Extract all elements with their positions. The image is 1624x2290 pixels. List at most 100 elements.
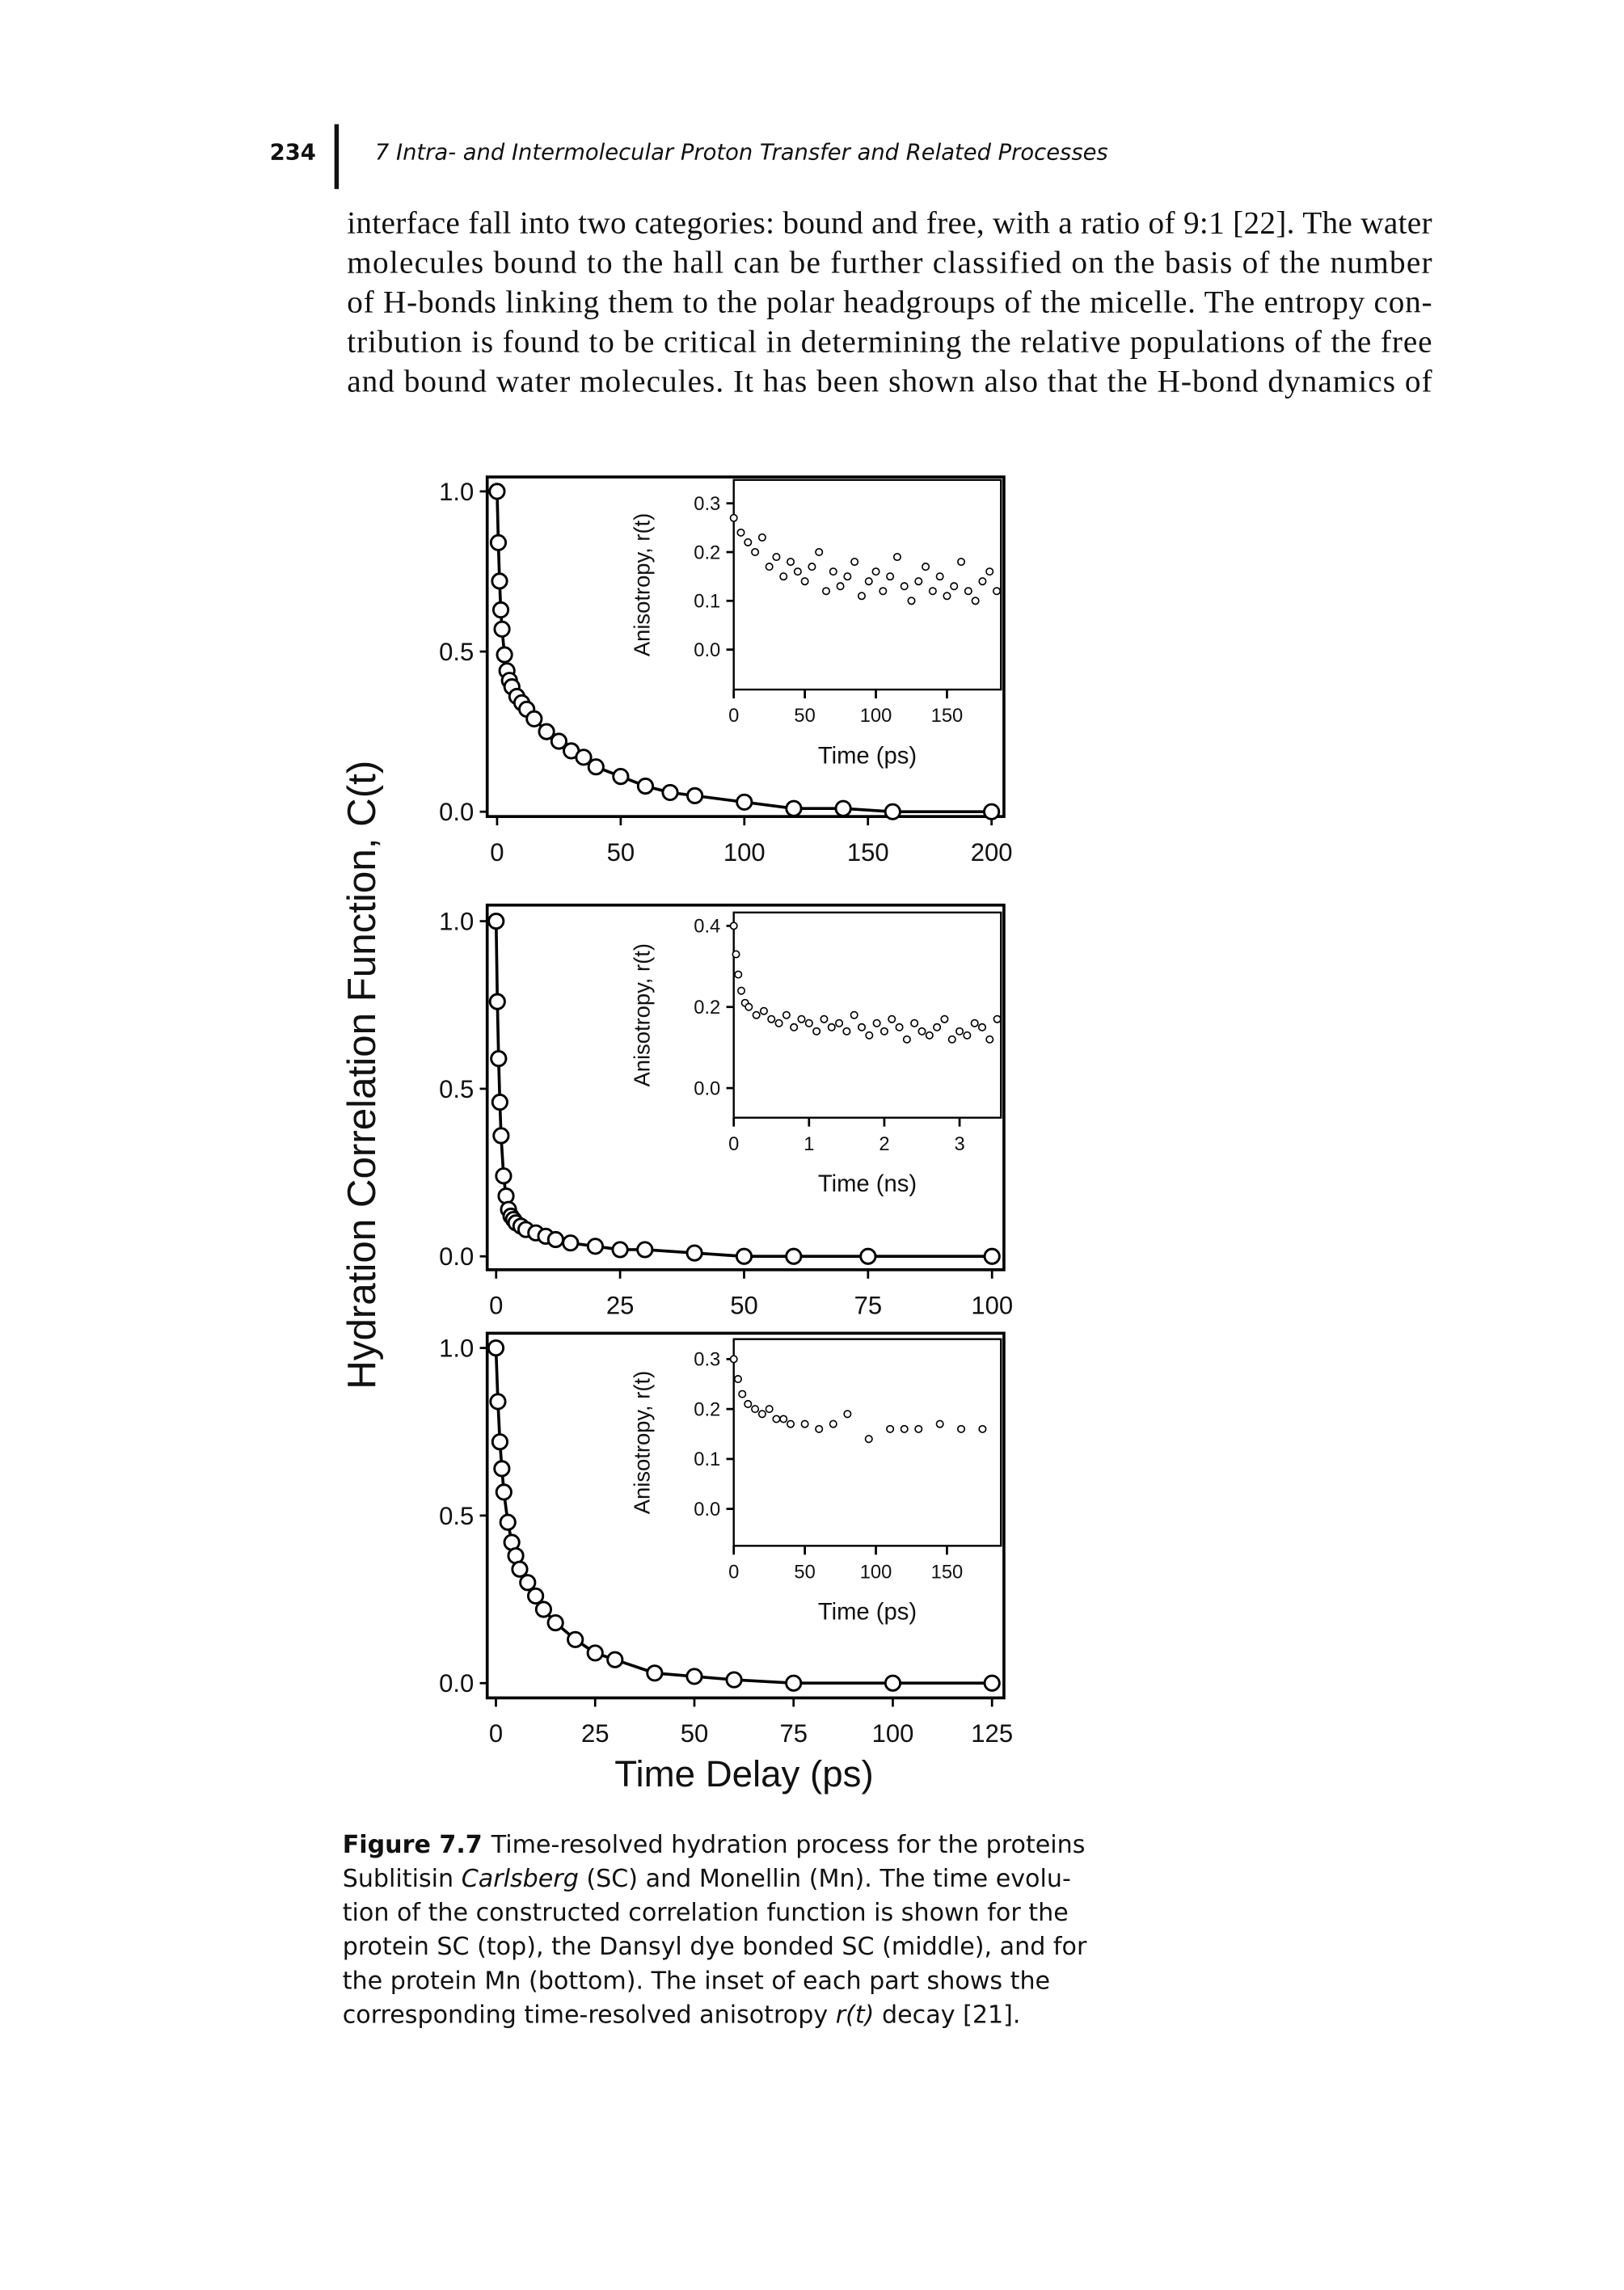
data-point — [985, 567, 994, 576]
data-point — [993, 1014, 1002, 1023]
data-point — [940, 1014, 949, 1023]
data-point — [661, 783, 679, 802]
y-tick-label: 0.5 — [439, 1502, 474, 1530]
x-tick-label: 0 — [489, 1719, 503, 1748]
y-tick-label: 0.5 — [439, 638, 474, 666]
data-point — [491, 1433, 509, 1451]
caption-text: Sublitisin — [343, 1865, 462, 1893]
inset-frame — [732, 911, 1002, 1119]
x-tick-label: 200 — [971, 838, 1013, 867]
data-point — [886, 1424, 895, 1433]
data-point — [496, 646, 513, 664]
y-tick-label: 0.0 — [439, 1242, 474, 1271]
y-tick-label: 0.2 — [694, 542, 720, 563]
inset-y-label: Anisotropy, r(t) — [630, 1371, 655, 1514]
data-point — [943, 592, 951, 601]
data-point — [779, 572, 788, 581]
data-point — [829, 567, 837, 576]
figure: 0.0 0.5 1.0 0 50 100 150 200 0.0 0.1 0.2 0.3 0 50 100 1… — [439, 475, 1013, 1748]
data-point — [491, 601, 510, 619]
data-point — [774, 1018, 783, 1027]
data-point — [587, 758, 605, 776]
data-point — [757, 533, 766, 542]
data-point — [983, 1247, 1001, 1265]
y-tick-label: 1.0 — [439, 478, 474, 506]
data-point — [745, 1002, 753, 1011]
data-point — [957, 558, 966, 567]
data-point — [977, 1023, 987, 1031]
caption-line: Sublitisin Carlsberg (SC) and Monellin (… — [343, 1865, 1071, 1893]
data-point — [829, 1419, 837, 1428]
data-point — [902, 1035, 911, 1044]
data-point — [812, 1027, 821, 1035]
data-point — [797, 1014, 806, 1023]
data-point — [725, 1671, 743, 1689]
body-line: of H-bonds linking them to the polar hea… — [347, 285, 1432, 320]
x-tick-label: 0 — [728, 706, 739, 727]
caption-line: protein SC (top), the Dansyl dye bonded … — [343, 1933, 1087, 1961]
data-point — [686, 787, 704, 804]
caption-text: Time-resolved hydration process for the … — [491, 1831, 1086, 1859]
data-point — [499, 1513, 517, 1531]
data-point — [744, 1399, 753, 1408]
data-point — [872, 1018, 881, 1027]
data-point — [546, 1614, 564, 1632]
data-point — [900, 1424, 909, 1433]
inset-y-label: Anisotropy, r(t) — [630, 513, 655, 656]
y-tick-label: 0.2 — [694, 1399, 720, 1420]
data-point — [827, 1023, 836, 1031]
data-point — [765, 1405, 774, 1414]
data-point — [751, 547, 760, 557]
data-point — [490, 1050, 508, 1068]
caption-line: Figure 7.7 Time-resolved hydration proces… — [343, 1831, 1086, 1859]
data-point — [864, 577, 873, 586]
data-point — [787, 558, 795, 567]
y-tick-label: 0.3 — [694, 494, 720, 515]
data-point — [785, 799, 803, 817]
x-tick-label: 50 — [681, 1719, 709, 1748]
data-point — [550, 732, 567, 750]
data-point — [487, 913, 505, 930]
data-point — [859, 1247, 877, 1265]
x-tick-label: 3 — [954, 1134, 964, 1155]
x-tick-label: 125 — [971, 1719, 1013, 1748]
data-point — [820, 1014, 829, 1023]
data-point — [922, 563, 930, 571]
data-point — [495, 1483, 513, 1501]
data-point — [879, 1027, 888, 1035]
data-point — [914, 577, 923, 586]
data-point — [964, 587, 972, 596]
data-point — [611, 1241, 629, 1259]
x-tick-label: 0 — [490, 838, 504, 867]
data-point — [935, 1419, 944, 1428]
y-tick-label: 0.1 — [694, 592, 720, 613]
figure-y-label: Hydration Correlation Function, C(t) — [340, 761, 384, 1390]
y-tick-label: 0.0 — [439, 798, 474, 826]
data-point — [489, 533, 508, 551]
data-point — [978, 1424, 987, 1433]
data-point — [917, 1027, 926, 1035]
data-point — [808, 563, 816, 571]
y-tick-label: 0.0 — [694, 1499, 720, 1520]
data-point — [772, 552, 781, 562]
data-point — [907, 597, 916, 605]
data-point — [575, 749, 593, 766]
y-tick-label: 0.1 — [694, 1449, 720, 1470]
body-line: interface fall into two categories: boun… — [347, 206, 1432, 241]
data-point — [970, 1018, 979, 1027]
data-point — [779, 1415, 788, 1423]
x-tick-label: 150 — [931, 706, 964, 727]
data-point — [950, 582, 959, 591]
data-point — [888, 1014, 896, 1023]
data-point — [843, 572, 852, 581]
data-point — [850, 558, 859, 567]
x-tick-label: 2 — [879, 1134, 889, 1155]
data-point — [488, 993, 506, 1010]
data-point — [491, 572, 508, 590]
x-tick-label: 100 — [872, 1719, 914, 1748]
data-point — [992, 587, 1002, 596]
body-line: tribution is found to be critical in det… — [347, 325, 1432, 360]
x-tick-label: 150 — [931, 1563, 964, 1584]
x-tick-label: 100 — [860, 706, 892, 727]
x-tick-label: 50 — [794, 1563, 815, 1584]
